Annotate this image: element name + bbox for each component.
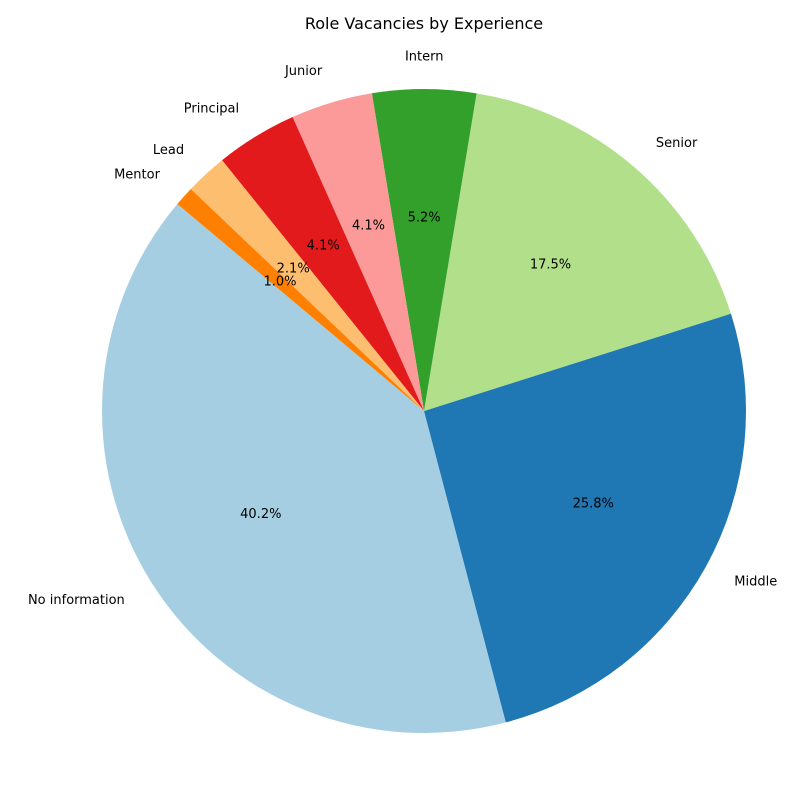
slice-percent-middle: 25.8% [573,497,614,512]
slice-percent-lead: 2.1% [277,261,310,276]
slice-label-intern: Intern [405,49,444,64]
pie-slice-lead [190,160,424,411]
slice-label-mentor: Mentor [114,167,161,182]
slice-percent-junior: 4.1% [352,218,385,233]
slice-percent-no-information: 40.2% [240,507,281,522]
chart-title: Role Vacancies by Experience [305,14,543,33]
pie-slice-mentor [177,188,424,411]
slice-percent-mentor: 1.0% [263,275,296,290]
slice-label-lead: Lead [153,143,184,158]
slice-label-no-information: No information [28,593,125,608]
pie-labels: No information 40.2% Middle 25.8% Senior 17.5… [28,49,777,608]
pie-slice-middle [424,313,746,723]
slice-percent-intern: 5.2% [408,210,441,225]
slice-label-senior: Senior [656,136,698,151]
slice-label-principal: Principal [184,101,239,116]
slice-percent-principal: 4.1% [307,239,340,254]
pie-slice-junior [292,93,424,411]
pie-slice-principal [222,117,424,411]
slice-percent-senior: 17.5% [530,257,571,272]
slice-label-middle: Middle [734,574,777,589]
pie-slice-no-information [101,204,506,734]
pie-slice-senior [424,93,731,411]
pie-slice-intern [371,88,477,411]
pie-slices [101,88,746,734]
slice-label-junior: Junior [284,64,323,79]
